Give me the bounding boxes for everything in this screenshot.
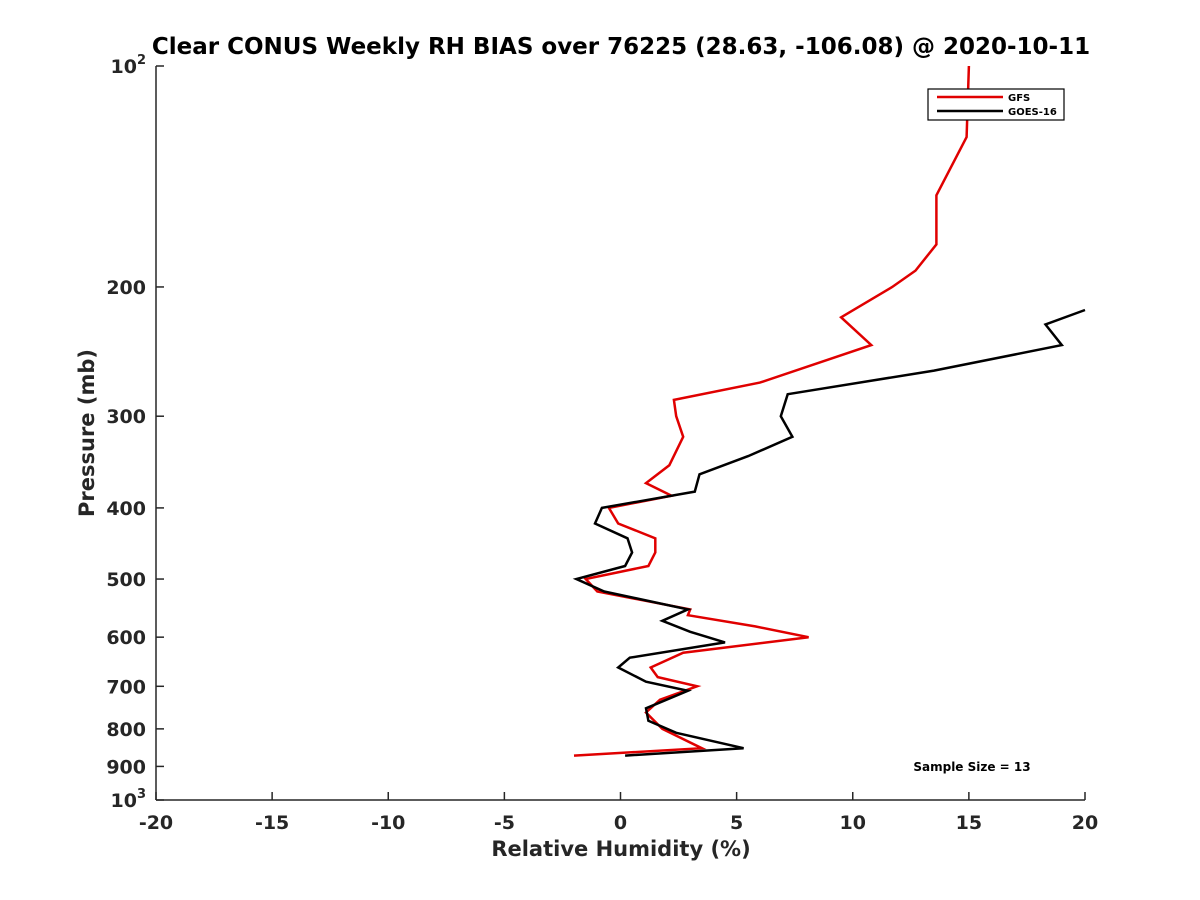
y-tick-label-base: 10	[111, 790, 137, 812]
y-tick-label: 900	[106, 756, 146, 778]
x-tick-label: -20	[139, 812, 173, 834]
y-tick-label: 102	[111, 53, 147, 78]
legend: GFS GOES-16	[927, 88, 1065, 121]
y-axis-label: Pressure (mb)	[75, 349, 99, 517]
y-tick-label: 500	[106, 569, 146, 591]
x-tick-label: 20	[1072, 812, 1098, 834]
x-tick-label: -15	[255, 812, 289, 834]
y-tick-label-base: 10	[111, 56, 137, 78]
legend-label-goes-16: GOES-16	[1008, 107, 1057, 118]
x-tick-label: -5	[494, 812, 515, 834]
y-tick-label-base: 200	[106, 277, 146, 299]
y-tick-label: 300	[106, 406, 146, 428]
y-tick-label-base: 800	[106, 719, 146, 741]
y-tick-label: 700	[106, 676, 146, 698]
series-line-gfs	[573, 65, 971, 757]
sample-size-annotation: Sample Size = 13	[913, 760, 1030, 774]
y-tick-label-base: 300	[106, 406, 146, 428]
x-tick-label: 15	[956, 812, 982, 834]
y-tick-label-exponent: 2	[137, 53, 146, 68]
x-tick-label: 5	[730, 812, 743, 834]
y-tick-label: 400	[106, 498, 146, 520]
legend-box	[927, 88, 1065, 121]
x-tick-label: 0	[614, 812, 627, 834]
x-tick-label: -10	[371, 812, 405, 834]
x-axis-ticks: -20 -15 -10 -5 0 5 10 15 20	[139, 792, 1098, 834]
x-tick-label: 10	[840, 812, 866, 834]
x-axis-label: Relative Humidity (%)	[491, 837, 750, 861]
y-tick-label: 600	[106, 627, 146, 649]
chart-title: Clear CONUS Weekly RH BIAS over 76225 (2…	[152, 34, 1090, 60]
y-tick-label: 200	[106, 277, 146, 299]
series-line-goes-16	[572, 308, 1086, 757]
y-tick-label-exponent: 3	[137, 787, 146, 802]
legend-label-gfs: GFS	[1008, 93, 1030, 104]
y-tick-label-base: 500	[106, 569, 146, 591]
y-tick-label-base: 600	[106, 627, 146, 649]
series-layer	[572, 65, 1086, 757]
y-tick-label: 103	[111, 787, 147, 812]
y-tick-label-base: 400	[106, 498, 146, 520]
y-tick-label: 800	[106, 719, 146, 741]
y-tick-label-base: 900	[106, 756, 146, 778]
y-tick-label-base: 700	[106, 676, 146, 698]
